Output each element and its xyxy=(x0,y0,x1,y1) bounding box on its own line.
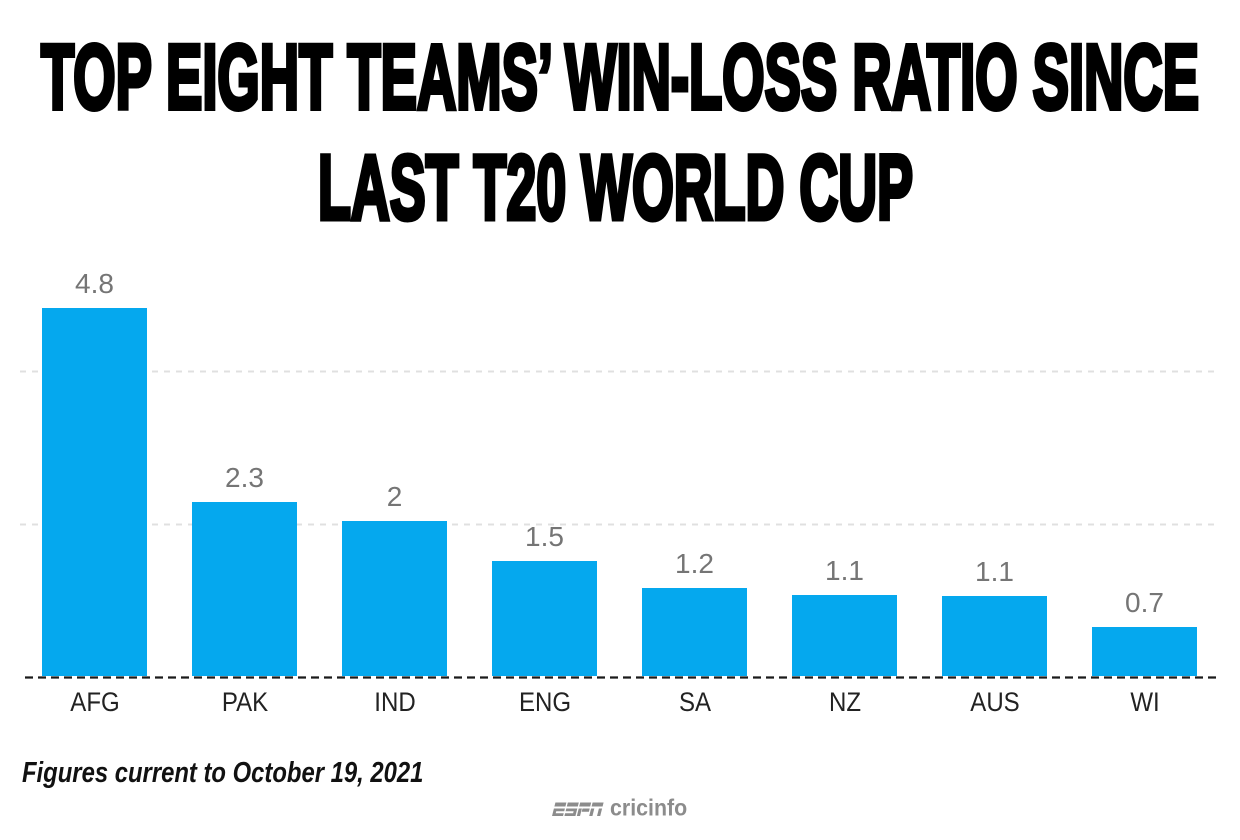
svg-text:LAST T20 WORLD CUP: LAST T20 WORLD CUP xyxy=(318,137,913,239)
svg-text:cricinfo: cricinfo xyxy=(610,795,687,821)
svg-text:TOP EIGHT TEAMS’ WIN-LOSS RATI: TOP EIGHT TEAMS’ WIN-LOSS RATIO SINCE xyxy=(41,27,1199,129)
